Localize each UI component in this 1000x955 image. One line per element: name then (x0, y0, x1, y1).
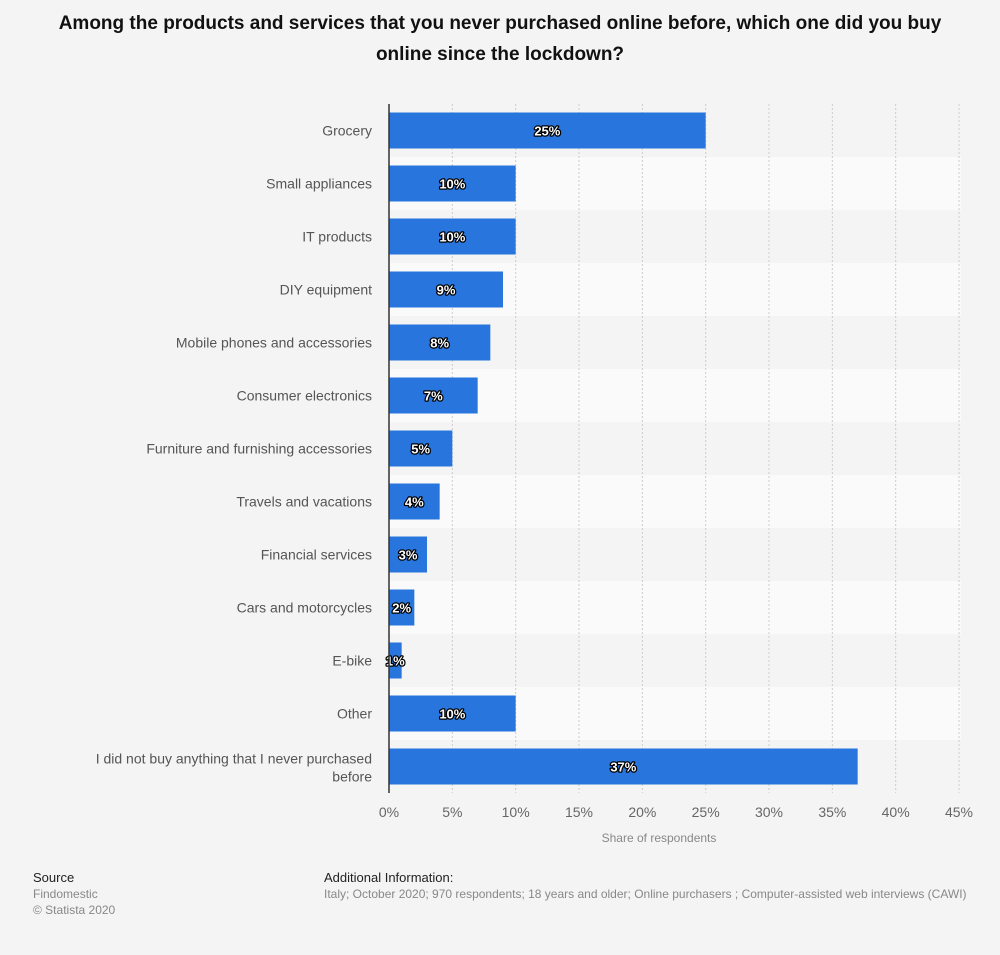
x-tick-label: 15% (565, 804, 593, 820)
bar-chart: 0% 5% 10% 15% 20% 25% 30% 35% 40% 45% 25% Grocery 10… (96, 104, 973, 845)
info-text: Italy; October 2020; 970 respondents; 18… (324, 887, 967, 901)
bar (389, 324, 491, 361)
x-tick-label: 35% (818, 804, 846, 820)
data-label: 5% (411, 442, 430, 457)
data-label: 2% (392, 601, 411, 616)
source-name[interactable]: Findomestic (33, 887, 98, 901)
data-label: 3% (399, 548, 418, 563)
category-label: Cars and motorcycles (237, 600, 372, 616)
x-axis-title: Share of respondents (602, 831, 717, 845)
bar (389, 271, 503, 308)
x-tick-label: 20% (628, 804, 656, 820)
category-label: DIY equipment (280, 282, 372, 298)
x-tick-label: 10% (502, 804, 530, 820)
bar (389, 218, 516, 255)
x-tick-label: 30% (755, 804, 783, 820)
data-label: 10% (439, 230, 465, 245)
category-label: Mobile phones and accessories (176, 335, 372, 351)
x-tick-label: 40% (882, 804, 910, 820)
bar (389, 536, 427, 573)
data-label: 7% (424, 389, 443, 404)
source-heading: Source (33, 870, 75, 885)
data-label: 8% (430, 336, 449, 351)
bar (389, 377, 478, 414)
bar (389, 483, 440, 520)
category-label: IT products (302, 229, 372, 245)
category-label: I did not buy anything that I never purc… (96, 751, 373, 785)
data-label: 25% (534, 124, 560, 139)
bar (389, 589, 415, 626)
category-label: Financial services (261, 547, 372, 563)
row-band (389, 634, 961, 687)
x-tick-label: 5% (442, 804, 462, 820)
additional-info-block: Additional Information: Italy; October 2… (324, 870, 967, 902)
data-label: 1% (386, 654, 405, 669)
info-heading: Additional Information: (324, 870, 454, 885)
bar (389, 430, 453, 467)
data-label: 37% (610, 760, 636, 775)
category-label: Other (337, 706, 372, 722)
data-label: 10% (439, 177, 465, 192)
data-label: 9% (437, 283, 456, 298)
x-tick-label: 45% (945, 804, 973, 820)
category-label: Consumer electronics (237, 388, 372, 404)
row-band (389, 581, 961, 634)
data-label: 10% (439, 707, 465, 722)
category-label: Travels and vacations (236, 494, 372, 510)
bar (389, 165, 516, 202)
chart-title: Among the products and services that you… (58, 13, 942, 65)
row-band (389, 369, 961, 422)
source-block: Source Findomestic © Statista 2020 (33, 870, 115, 918)
row-band (389, 422, 961, 475)
bar (389, 642, 402, 679)
category-label: Small appliances (266, 176, 372, 192)
bar (389, 748, 858, 785)
category-label: E-bike (332, 653, 372, 669)
copyright: © Statista 2020 (33, 903, 116, 917)
x-tick-label: 25% (692, 804, 720, 820)
row-band (389, 528, 961, 581)
bar (389, 112, 706, 149)
bar (389, 695, 516, 732)
x-tick-label: 0% (379, 804, 399, 820)
category-label: Furniture and furnishing accessories (146, 441, 372, 457)
data-label: 4% (405, 495, 424, 510)
category-label: Grocery (322, 123, 372, 139)
row-band (389, 475, 961, 528)
